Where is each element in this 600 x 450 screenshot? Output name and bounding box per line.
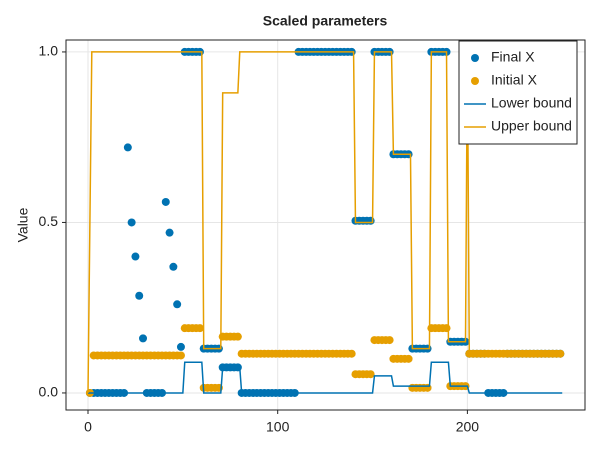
legend-swatch (471, 54, 479, 62)
point (173, 300, 182, 309)
point (442, 324, 451, 333)
legend-label: Initial X (491, 72, 538, 88)
chart-title: Scaled parameters (263, 13, 388, 29)
axes-frame (65, 39, 586, 411)
point (139, 334, 148, 343)
line (87, 51, 563, 393)
legend-label: Lower bound (491, 95, 572, 111)
legend-label: Final X (491, 49, 535, 65)
point (366, 216, 375, 225)
point (385, 336, 394, 345)
point (423, 383, 432, 392)
point (161, 197, 170, 206)
y-tick-label: 0.5 (39, 213, 59, 229)
point (131, 252, 140, 261)
y-tick-label: 0.0 (39, 384, 59, 400)
legend-swatch (471, 77, 479, 85)
x-tick-label: 100 (266, 419, 290, 435)
point (233, 332, 242, 341)
point (176, 351, 185, 360)
point (347, 349, 356, 358)
legend: Final X Initial X Lower bound Upper bound (458, 40, 578, 145)
point (195, 324, 204, 333)
point (123, 143, 132, 152)
plot-area (85, 47, 565, 397)
y-tick-label: 1.0 (39, 43, 59, 59)
point (366, 370, 375, 379)
point (165, 228, 174, 237)
x-tick-label: 200 (456, 419, 480, 435)
point (135, 291, 144, 300)
y-axis-label: Value (15, 207, 31, 242)
point (404, 354, 413, 363)
point (127, 218, 136, 227)
x-tick-label: 0 (84, 419, 92, 435)
point (176, 342, 185, 351)
point (169, 262, 178, 271)
line (88, 361, 563, 394)
legend-label: Upper bound (491, 118, 572, 134)
